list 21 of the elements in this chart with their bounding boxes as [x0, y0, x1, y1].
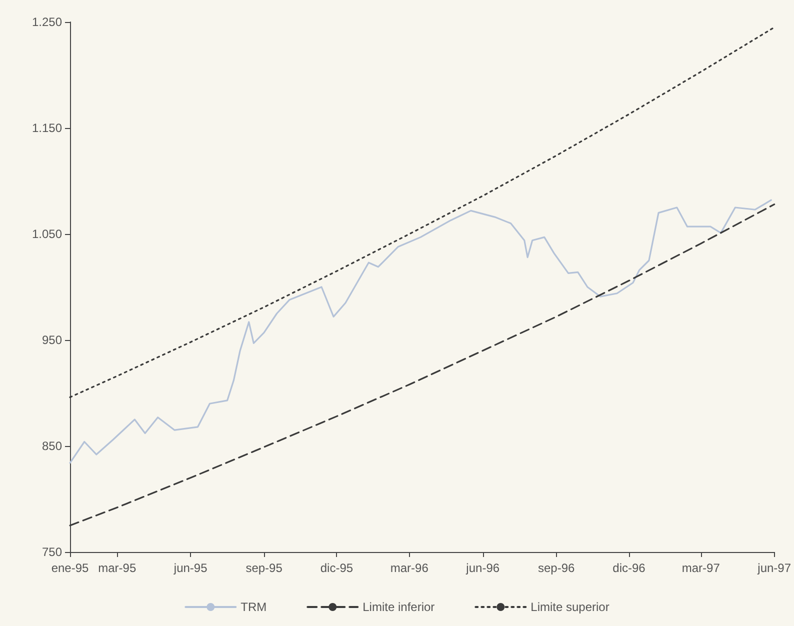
x-tick-label: mar-96 — [390, 561, 429, 575]
legend-label: Limite superior — [530, 600, 610, 614]
y-tick-label: 1.050 — [32, 227, 62, 241]
line-series — [69, 199, 772, 464]
x-tick-label: ene-95 — [51, 561, 90, 575]
y-tick-label: 750 — [42, 545, 62, 559]
x-tick-label: dic-95 — [320, 561, 354, 575]
y-tick-label: 950 — [42, 333, 62, 347]
x-tick-label: mar-95 — [98, 561, 136, 575]
x-tick-label: jun-97 — [756, 561, 792, 575]
legend-label: Limite inferior — [362, 600, 435, 614]
x-tick-label: dic-96 — [612, 561, 646, 575]
x-tick-label: jun-95 — [172, 561, 208, 575]
x-tick-label: mar-97 — [682, 561, 720, 575]
x-tick-label: jun-96 — [465, 561, 500, 575]
x-tick-label: sep-96 — [538, 561, 575, 575]
legend-label: TRM — [240, 600, 267, 614]
y-tick-label: 850 — [42, 439, 62, 453]
x-tick-label: sep-95 — [246, 561, 283, 575]
y-tick-label: 1.150 — [32, 121, 62, 135]
y-tick-label: 1.250 — [32, 15, 62, 29]
